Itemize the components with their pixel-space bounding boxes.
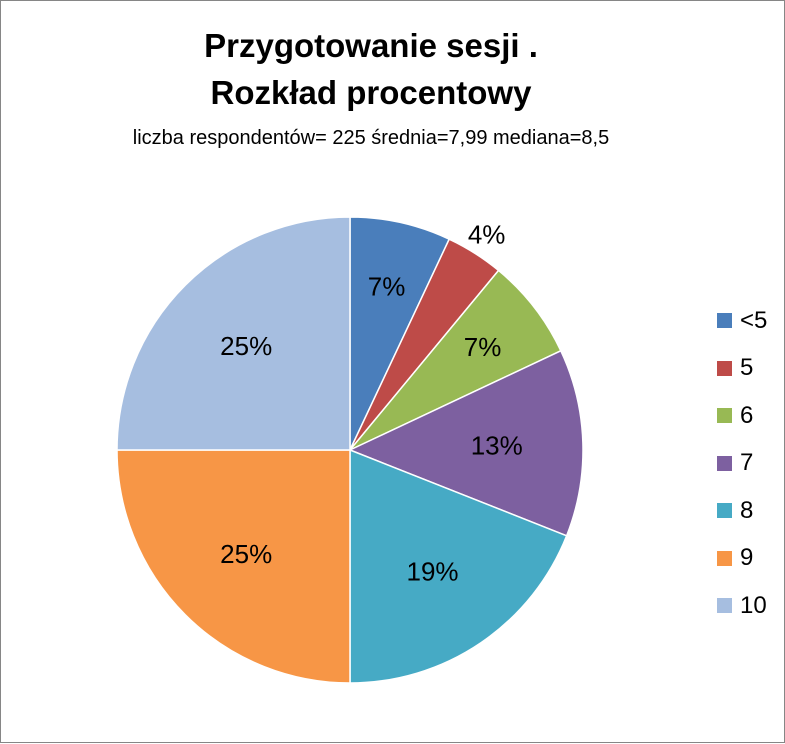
legend-item: 7 [717, 440, 767, 488]
legend-label: 7 [740, 449, 754, 477]
pie-slice-4 [348, 349, 584, 537]
legend-swatch [717, 550, 732, 566]
legend-swatch [717, 455, 732, 471]
legend-swatch [717, 503, 732, 519]
chart-title-line1: Przygotowanie sesji . [204, 27, 538, 64]
chart-subtitle: liczba respondentów= 225 średnia=7,99 me… [132, 127, 610, 149]
legend-item: 8 [717, 487, 767, 535]
legend-label: 5 [740, 354, 754, 382]
data-label-4: 13% [471, 430, 523, 460]
legend: <5 5 6 7 8 9 10 [717, 297, 767, 630]
data-label-6: 25% [220, 539, 272, 569]
legend-item: <5 [717, 297, 767, 345]
legend-item: 10 [717, 582, 767, 630]
pie-slice-1 [349, 216, 451, 451]
data-label-2: 4% [468, 220, 506, 250]
legend-swatch [717, 360, 732, 376]
legend-item: 6 [717, 392, 767, 440]
legend-label: <5 [740, 306, 768, 334]
chart-title-line2: Rozkład procentowy [210, 74, 532, 111]
data-label-3: 7% [464, 332, 502, 362]
data-label-7: 25% [220, 331, 272, 361]
legend-item: 9 [717, 535, 767, 583]
data-label-1: 7% [368, 271, 406, 301]
data-label-5: 19% [406, 556, 458, 586]
pie-slice-5 [349, 448, 568, 684]
legend-swatch [717, 313, 732, 329]
legend-label: 6 [740, 401, 754, 429]
legend-label: 8 [740, 496, 754, 524]
legend-label: 9 [740, 544, 754, 572]
pie-slice-3 [349, 269, 562, 451]
legend-item: 5 [717, 345, 767, 393]
legend-swatch [717, 598, 732, 614]
legend-label: 10 [740, 591, 767, 619]
legend-swatch [717, 408, 732, 424]
pie-slice-6 [116, 449, 351, 684]
pie-slice-7 [116, 216, 351, 451]
